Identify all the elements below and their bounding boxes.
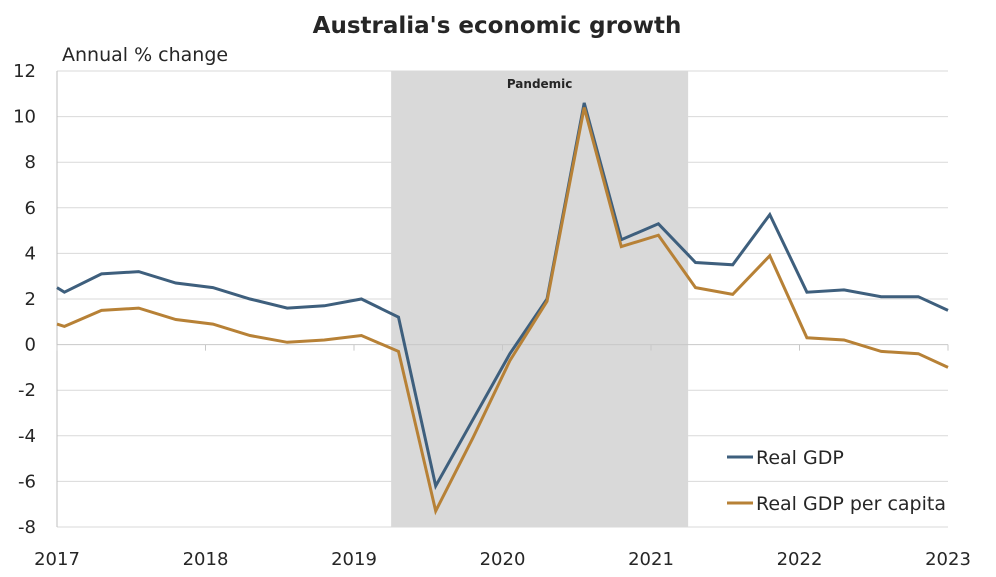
legend-label: Real GDP per capita <box>756 493 946 515</box>
x-tick-label: 2018 <box>183 549 229 570</box>
y-tick-label: -8 <box>18 517 36 538</box>
x-tick-label: 2019 <box>331 549 377 570</box>
x-tick-label: 2017 <box>34 549 80 570</box>
y-tick-label: 2 <box>25 289 36 310</box>
x-tick-label: 2020 <box>480 549 526 570</box>
y-tick-label: 6 <box>25 198 36 219</box>
x-tick-label: 2023 <box>925 549 971 570</box>
legend: Real GDP Real GDP per capita <box>727 447 946 515</box>
chart-title: Australia's economic growth <box>313 13 682 39</box>
y-tick-label: -4 <box>18 426 36 447</box>
x-tick-label: 2022 <box>777 549 823 570</box>
x-tick-label: 2021 <box>628 549 674 570</box>
y-tick-label: -2 <box>18 380 36 401</box>
y-tick-label: 12 <box>13 61 36 82</box>
legend-label: Real GDP <box>756 447 844 469</box>
y-tick-label: 0 <box>25 335 36 356</box>
series-line-1 <box>56 102 949 491</box>
pandemic-label: Pandemic <box>507 77 573 91</box>
y-axis-title: Annual % change <box>62 44 228 66</box>
y-tick-label: 8 <box>25 152 36 173</box>
y-tick-label: 10 <box>13 107 36 128</box>
y-tick-label: -6 <box>18 471 36 492</box>
y-axis: 12 10 8 6 4 2 0 -2 -4 -6 -8 <box>13 61 36 538</box>
series-line-2 <box>56 107 949 516</box>
y-tick-label: 4 <box>25 243 36 264</box>
series-lines <box>56 102 949 516</box>
x-axis: 2017 2018 2019 2020 2021 2022 2023 <box>34 344 971 570</box>
